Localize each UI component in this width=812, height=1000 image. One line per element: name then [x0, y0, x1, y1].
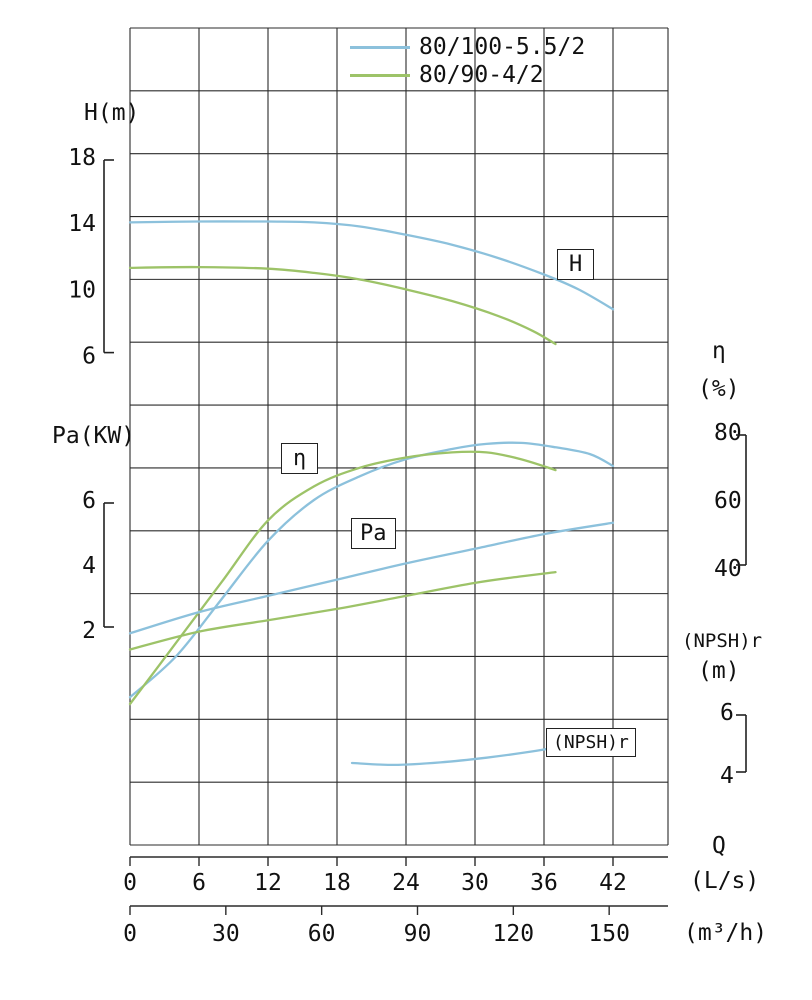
eta-tick-label: 80	[714, 420, 742, 446]
pa-curve-label: Pa	[351, 518, 396, 549]
q-m3h-tick-label: 120	[493, 921, 535, 947]
q-m3h-tick-label: 150	[588, 921, 630, 947]
pa-tick-label: 4	[82, 553, 96, 579]
curve-pa-80-100	[128, 521, 615, 635]
eta-tick-label: 40	[714, 556, 742, 582]
q-ls-tick-label: 18	[323, 870, 351, 896]
eta-axis-title: η	[712, 338, 726, 364]
npsh-tick-label: 4	[720, 763, 734, 789]
q-ls-tick-label: 36	[530, 870, 558, 896]
curve-h-80-100	[128, 220, 615, 311]
axis-range-bracket	[736, 434, 747, 566]
curves	[128, 220, 615, 767]
pa-tick-label: 2	[82, 618, 96, 644]
q-m3h-tick-label: 0	[123, 921, 137, 947]
eta-curve-label: η	[281, 443, 319, 474]
q-m3h-tick-label: 60	[308, 921, 336, 947]
h-curve-label: H	[557, 249, 595, 280]
axis-range-bracket	[103, 159, 114, 354]
h-tick-label: 14	[68, 211, 96, 237]
q-ls-tick-label: 42	[599, 870, 627, 896]
q-ls-tick-label: 6	[192, 870, 206, 896]
q-m3h-axis-unit: (m³/h)	[684, 920, 768, 946]
pa-tick-label: 6	[82, 488, 96, 514]
legend-line-green-icon	[350, 73, 410, 77]
h-tick-label: 10	[68, 277, 96, 303]
npsh-axis-title: (NPSH)r	[682, 630, 763, 652]
q-m3h-tick-label: 30	[212, 921, 240, 947]
eta-axis-unit: (%)	[698, 376, 740, 402]
legend-item: 80/90-4/2	[350, 62, 544, 88]
legend-line-blue-icon	[350, 45, 410, 49]
q-ls-tick-label: 12	[254, 870, 282, 896]
q-axis-title: Q	[712, 833, 726, 859]
q-ls-tick-label: 0	[123, 870, 137, 896]
npsh-axis-unit: (m)	[698, 658, 740, 684]
q-m3h-tick-label: 90	[404, 921, 432, 947]
axis-range-bracket	[103, 502, 114, 628]
h-tick-label: 6	[82, 344, 96, 370]
eta-tick-label: 60	[714, 488, 742, 514]
h-tick-label: 18	[68, 145, 96, 171]
curve-pa-80-90	[128, 570, 557, 651]
legend-item: 80/100-5.5/2	[350, 34, 586, 60]
legend-label: 80/90-4/2	[419, 62, 544, 88]
q-ls-tick-label: 30	[461, 870, 489, 896]
curve-eta-80-90	[128, 450, 557, 706]
q-ls-tick-label: 24	[392, 870, 420, 896]
curve-h-80-90	[128, 265, 557, 346]
npshr-curve-label: (NPSH)r	[546, 728, 636, 757]
grid-lines	[129, 27, 669, 846]
npsh-tick-label: 6	[720, 700, 734, 726]
h-axis-title: H(m)	[84, 100, 140, 126]
legend-label: 80/100-5.5/2	[419, 34, 586, 60]
pa-axis-title: Pa(KW)	[52, 423, 136, 449]
curve-eta-80-100	[128, 441, 615, 699]
bottom-axes	[129, 856, 668, 915]
q-ls-axis-unit: (L/s)	[690, 868, 760, 894]
axis-range-bracket	[736, 714, 747, 773]
